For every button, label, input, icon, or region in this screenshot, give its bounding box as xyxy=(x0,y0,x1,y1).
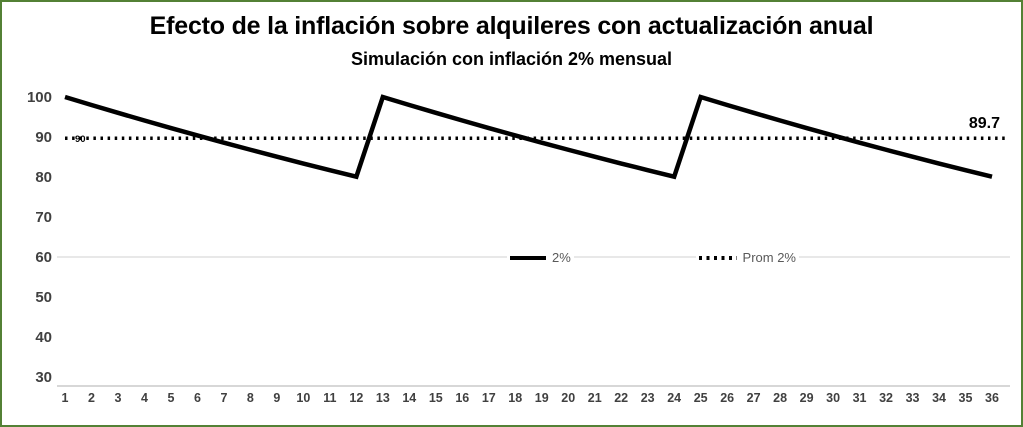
x-tick-label-36: 36 xyxy=(985,391,999,405)
y-tick-label-100: 100 xyxy=(27,89,52,106)
x-tick-label-19: 19 xyxy=(535,391,549,405)
annotation-90: 90 xyxy=(75,134,86,145)
series-line-2pct xyxy=(64,94,993,180)
x-tick-label-27: 27 xyxy=(747,391,761,405)
y-tick-label-70: 70 xyxy=(35,209,52,226)
x-tick-label-6: 6 xyxy=(194,391,201,405)
dotted-line-sample-icon xyxy=(698,255,737,260)
y-tick-label-60: 60 xyxy=(35,249,52,266)
y-tick-label-50: 50 xyxy=(35,289,52,306)
legend-label-2pct: 2% xyxy=(552,250,571,265)
x-tick-label-35: 35 xyxy=(959,391,973,405)
x-tick-label-3: 3 xyxy=(114,391,121,405)
legend-item-prom-2pct: Prom 2% xyxy=(695,249,799,266)
x-tick-label-16: 16 xyxy=(455,391,469,405)
x-tick-label-32: 32 xyxy=(879,391,893,405)
x-tick-label-20: 20 xyxy=(561,391,575,405)
x-tick-label-30: 30 xyxy=(826,391,840,405)
y-tick-label-80: 80 xyxy=(35,169,52,186)
y-tick-label-40: 40 xyxy=(35,329,52,346)
x-tick-label-7: 7 xyxy=(220,391,227,405)
x-tick-label-31: 31 xyxy=(853,391,867,405)
x-tick-label-17: 17 xyxy=(482,391,496,405)
x-tick-label-5: 5 xyxy=(167,391,174,405)
legend-item-2pct: 2% xyxy=(507,249,574,266)
x-tick-label-29: 29 xyxy=(800,391,814,405)
x-tick-label-33: 33 xyxy=(906,391,920,405)
chart-legend: 2% Prom 2% xyxy=(507,249,799,266)
x-tick-label-28: 28 xyxy=(773,391,787,405)
legend-label-prom-2pct: Prom 2% xyxy=(742,250,796,265)
solid-line-sample-icon xyxy=(510,255,546,260)
x-tick-label-11: 11 xyxy=(323,391,336,405)
chart-subtitle: Simulación con inflación 2% mensual xyxy=(350,49,673,69)
x-tick-label-12: 12 xyxy=(349,391,363,405)
x-tick-label-26: 26 xyxy=(720,391,734,405)
x-tick-label-22: 22 xyxy=(614,391,628,405)
x-tick-label-25: 25 xyxy=(694,391,708,405)
x-tick-label-34: 34 xyxy=(932,391,946,405)
x-tick-label-21: 21 xyxy=(588,391,602,405)
x-tick-label-14: 14 xyxy=(402,391,416,405)
x-tick-label-1: 1 xyxy=(62,391,69,405)
annotation-89-7: 89.7 xyxy=(969,115,1000,132)
x-tick-label-10: 10 xyxy=(296,391,310,405)
x-tick-label-4: 4 xyxy=(141,391,148,405)
x-tick-label-9: 9 xyxy=(273,391,280,405)
x-tick-label-8: 8 xyxy=(247,391,254,405)
x-tick-label-23: 23 xyxy=(641,391,655,405)
y-tick-label-90: 90 xyxy=(35,129,52,146)
x-tick-label-18: 18 xyxy=(508,391,522,405)
x-tick-label-24: 24 xyxy=(667,391,681,405)
x-tick-label-13: 13 xyxy=(376,391,390,405)
x-tick-label-15: 15 xyxy=(429,391,443,405)
y-tick-label-30: 30 xyxy=(35,369,52,386)
x-tick-label-2: 2 xyxy=(88,391,95,405)
chart-title: Efecto de la inflación sobre alquileres … xyxy=(149,12,874,40)
